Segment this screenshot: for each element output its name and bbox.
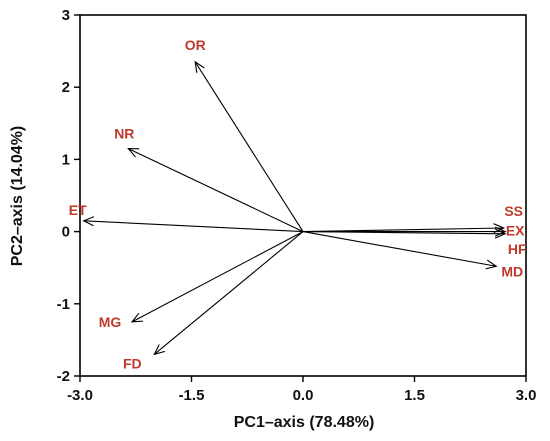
vector-label-hf: HF [508,241,527,257]
vector-md [302,231,497,267]
y-tick-label: 1 [62,151,70,168]
vector-et [83,220,304,233]
y-tick-label: 3 [62,7,70,24]
x-tick-label: -1.5 [179,387,205,404]
y-tick-label: -2 [57,368,70,385]
x-axis: -3.0 -1.5 0.0 1.5 3.0 [67,376,536,404]
arrowhead-hf [494,228,507,239]
arrowhead-mg [130,312,144,323]
arrowhead-et [82,216,95,227]
y-tick-label: 2 [62,79,70,96]
vector-mg [131,231,304,323]
vector-label-nr: NR [114,126,134,142]
y-tick-label: -1 [57,296,70,313]
vector-label-or: OR [185,37,206,53]
y-axis-title: PC2–axis (14.04%) [9,126,26,267]
vector-hf [302,231,506,235]
arrowhead-ex [494,226,507,237]
arrowhead-md [485,259,498,270]
vector-or [194,61,304,232]
arrowhead-or [194,60,205,73]
x-tick-label: 3.0 [516,387,537,404]
arrowhead-fd [153,344,166,356]
x-axis-title: PC1–axis (78.48%) [234,414,375,431]
vector-fd [153,231,304,355]
vector-ss [302,227,504,233]
x-tick-label: 1.5 [404,387,425,404]
y-tick-label: 0 [62,224,70,241]
vector-label-md: MD [501,263,523,279]
x-tick-label: 0.0 [293,387,314,404]
vector-label-ex: EX [506,223,525,239]
arrowhead-nr [127,147,140,158]
plot-frame [79,14,527,377]
vector-label-fd: FD [123,355,142,371]
vector-label-mg: MG [99,314,122,330]
vector-label-ss: SS [504,203,523,219]
y-axis: 3 2 1 0 -1 -2 [57,7,80,385]
vector-nr [128,148,304,233]
loading-vectors: OR NR ET MG FD SS EX HF MD [69,37,527,371]
vector-label-et: ET [69,202,87,218]
x-tick-label: -3.0 [67,387,93,404]
